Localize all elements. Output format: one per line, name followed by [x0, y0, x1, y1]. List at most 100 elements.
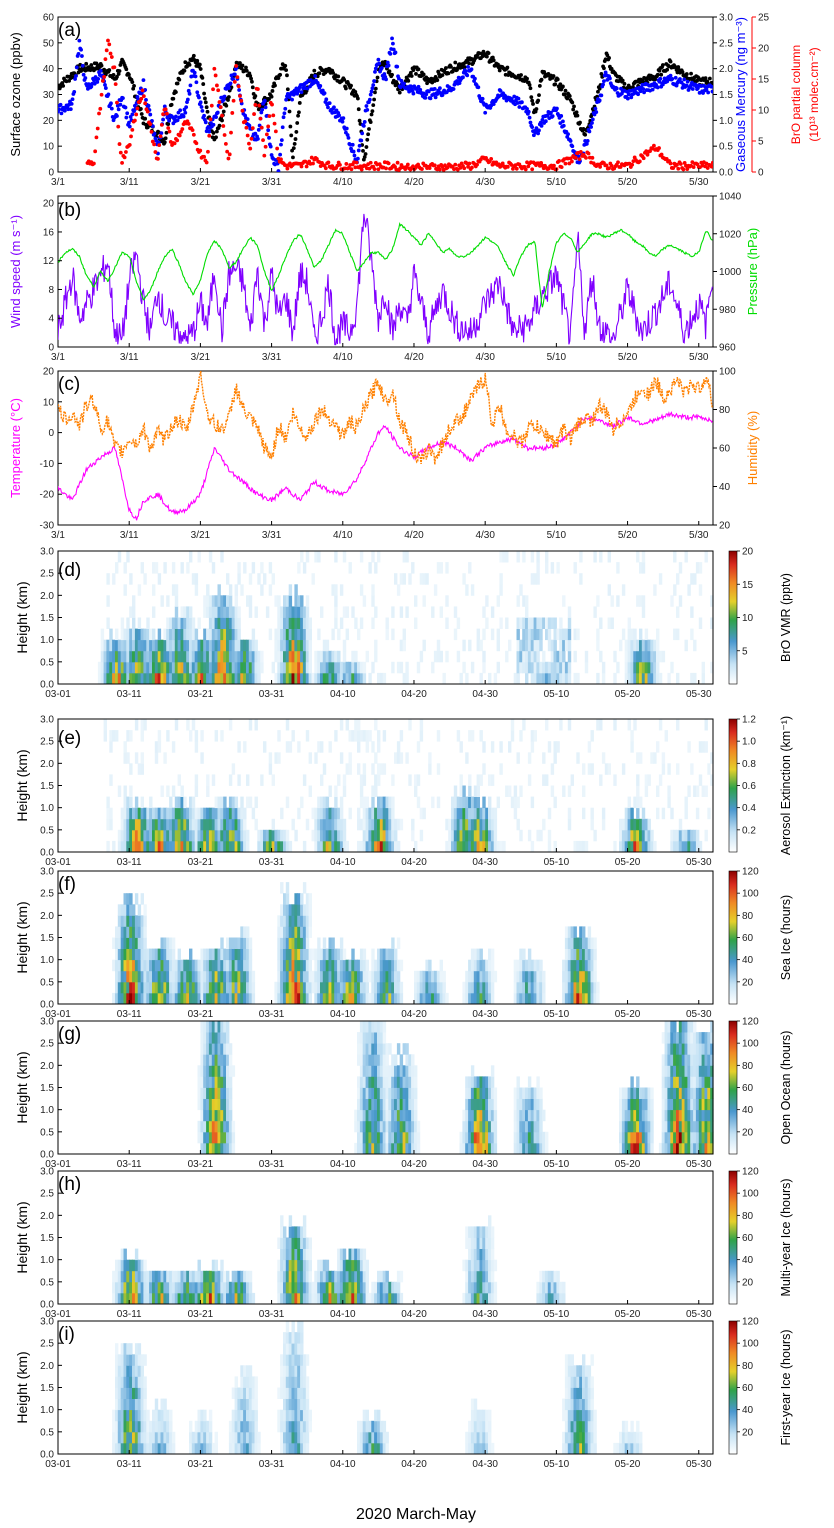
- y-axis-title-c: Temperature (°C): [8, 398, 23, 498]
- heatmap-cell: [550, 650, 555, 663]
- data-point-mercury: [641, 87, 646, 91]
- heatmap-cell: [163, 937, 167, 949]
- heatmap-cell: [337, 774, 341, 786]
- heatmap-cell: [217, 840, 221, 853]
- heatmap-cell: [590, 992, 594, 1005]
- heatmap-cell: [320, 774, 324, 786]
- heatmap-cell: [157, 661, 162, 674]
- heatmap-cell: [234, 937, 238, 949]
- heatmap-cell: [493, 829, 498, 842]
- heatmap-cell: [516, 595, 520, 607]
- heatmap-cell: [371, 992, 375, 1005]
- data-point-mercury: [355, 156, 360, 161]
- heatmap-cell: [140, 730, 144, 742]
- heatmap-cell: [678, 595, 683, 607]
- data-point-ozone: [166, 122, 171, 127]
- heatmap-cell: [365, 741, 369, 753]
- heatmap-cell: [599, 719, 603, 731]
- heatmap-cell: [208, 1032, 213, 1044]
- heatmap-cell: [200, 1021, 204, 1033]
- heatmap-cell: [562, 639, 566, 652]
- panel-label-a: (a): [58, 20, 81, 41]
- heatmap-cell: [223, 672, 227, 685]
- heatmap-cell: [143, 829, 147, 842]
- heatmap-cell: [109, 661, 113, 674]
- heatmap-cell: [220, 628, 224, 641]
- heatmap-cell: [206, 672, 210, 685]
- heatmap-cell: [248, 595, 253, 607]
- heatmap-cell: [166, 970, 170, 983]
- heatmap-cell: [186, 829, 190, 842]
- heatmap-cell: [636, 752, 640, 764]
- data-point-ozone: [574, 110, 579, 115]
- heatmap-cell: [129, 573, 133, 585]
- heatmap-cell: [576, 628, 580, 641]
- heatmap-cell: [291, 948, 295, 961]
- heatmap-cell: [476, 992, 480, 1005]
- data-point-bro: [372, 167, 377, 171]
- heatmap-cell: [160, 672, 164, 685]
- heatmap-cell: [140, 562, 144, 574]
- heatmap-cell: [223, 818, 227, 831]
- heatmap-cell: [274, 628, 278, 641]
- x-tick-label-e: 03-11: [117, 857, 142, 868]
- heatmap-cell: [678, 829, 683, 842]
- heatmap-cell: [707, 763, 711, 775]
- heatmap-cell: [132, 992, 136, 1005]
- data-point-bro: [250, 126, 255, 131]
- data-point-mercury: [608, 76, 612, 81]
- heatmap-cell: [545, 672, 549, 685]
- heatmap-cell: [134, 661, 139, 674]
- data-point-ozone: [177, 77, 182, 82]
- heatmap-cell: [226, 1131, 230, 1144]
- heatmap-cell: [126, 992, 130, 1005]
- heatmap-cell: [163, 959, 167, 972]
- data-point-bro: [462, 166, 467, 171]
- heatmap-cell: [317, 970, 321, 983]
- heatmap-cell: [223, 1098, 227, 1111]
- heatmap-cell: [499, 551, 503, 563]
- data-point-bro: [115, 100, 119, 105]
- heatmap-cell: [206, 970, 210, 983]
- heatmap-cell: [177, 992, 181, 1005]
- heatmap-cell: [300, 628, 304, 641]
- heatmap-cell: [120, 926, 125, 938]
- data-point-ozone: [355, 96, 360, 101]
- x-tick-label-d: 03-21: [188, 689, 214, 700]
- series-line-temperature: [58, 411, 713, 521]
- heatmap-cell: [203, 606, 207, 618]
- heatmap-cell: [482, 606, 486, 618]
- heatmap-cell: [448, 829, 452, 842]
- data-point-bro: [129, 134, 133, 139]
- heatmap-cell: [288, 595, 293, 607]
- heatmap-cell: [171, 628, 176, 641]
- heatmap-cell: [584, 959, 589, 972]
- heatmap-cell: [294, 617, 298, 629]
- data-point-mercury: [388, 51, 393, 56]
- heatmap-cell: [149, 628, 153, 641]
- heatmap-cell: [459, 785, 463, 797]
- heatmap-cell: [368, 807, 372, 820]
- heatmap-cell: [553, 661, 557, 674]
- heatmap-cell: [117, 551, 122, 563]
- heatmap-cell: [177, 948, 181, 961]
- heatmap-cell: [302, 981, 307, 994]
- heatmap-cell: [408, 774, 412, 786]
- heatmap-cell: [300, 904, 304, 916]
- heatmap-cell: [220, 1065, 224, 1077]
- data-point-mercury: [559, 114, 564, 118]
- heatmap-cell: [354, 650, 358, 663]
- heatmap-cell: [519, 584, 523, 596]
- heatmap-cell: [160, 970, 164, 983]
- heatmap-cell: [214, 1032, 218, 1044]
- heatmap-cell: [297, 981, 301, 994]
- heatmap-cell: [194, 730, 199, 742]
- heatmap-cell: [263, 573, 267, 585]
- heatmap-cell: [288, 948, 293, 961]
- data-point-ozone: [390, 72, 394, 77]
- heatmap-cell: [300, 617, 304, 629]
- heatmap-cell: [530, 617, 535, 629]
- heatmap-cell: [536, 562, 540, 574]
- heatmap-cell: [325, 672, 330, 685]
- data-point-mercury: [115, 114, 119, 118]
